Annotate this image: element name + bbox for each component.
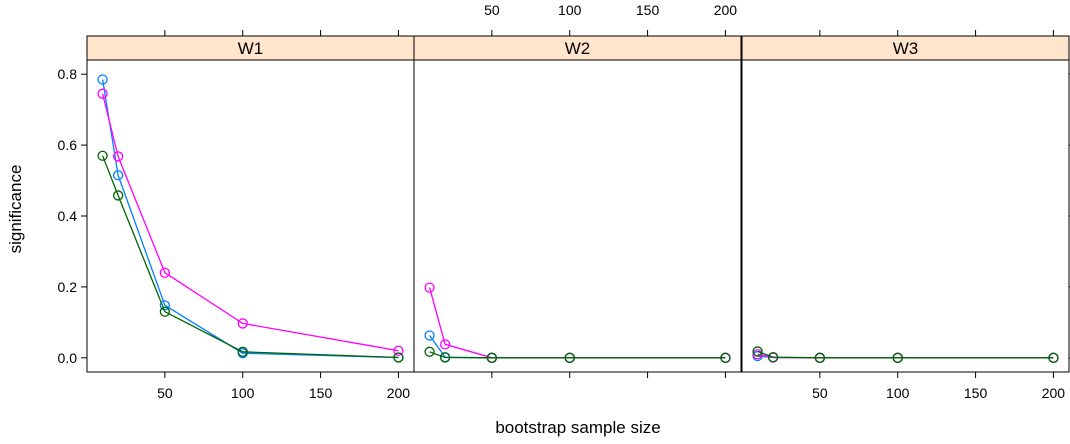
data-point <box>424 346 435 357</box>
data-point <box>393 352 404 363</box>
data-point <box>767 351 779 363</box>
x-tick-label: 150 <box>309 385 333 401</box>
series-line <box>101 93 399 352</box>
x-tick-label: 100 <box>886 385 910 401</box>
y-tick-label: 0.2 <box>58 279 78 295</box>
y-tick-label: 0.0 <box>58 350 78 366</box>
strip-label: W2 <box>565 39 591 58</box>
data-point <box>892 352 903 363</box>
strip-label: W1 <box>238 39 264 58</box>
data-point <box>237 318 248 329</box>
data-point <box>752 346 763 357</box>
series-line <box>101 79 399 359</box>
data-point <box>112 190 124 201</box>
panels-layer: W1 50 100 150 200 0.0 0.2 0.4 0.6 0.8 W2 50 100 150 20… <box>58 2 1070 401</box>
x-tick-label: 150 <box>964 385 988 401</box>
panel-w3: W3 50 100 150 200 <box>741 30 1070 401</box>
y-tick-label: 0.4 <box>58 208 78 224</box>
panel-w2: W2 50 100 150 200 <box>413 2 742 378</box>
data-point <box>1048 352 1059 363</box>
data-point <box>439 339 451 350</box>
data-point <box>424 330 435 341</box>
series-line <box>429 335 726 359</box>
data-point <box>159 306 171 317</box>
x-tick-label: 200 <box>387 385 411 401</box>
data-point <box>486 352 498 363</box>
x-tick-label: 50 <box>812 385 828 401</box>
x-tick-label: 50 <box>157 385 173 401</box>
y-axis-title: significance <box>6 165 25 254</box>
data-point <box>439 352 451 363</box>
y-tick-label: 0.8 <box>58 66 78 82</box>
data-point <box>159 267 171 278</box>
strip-background <box>741 35 1070 61</box>
strip-background <box>413 35 742 61</box>
data-point <box>564 352 575 363</box>
series-line <box>101 155 399 359</box>
data-point <box>720 352 731 363</box>
series-line <box>429 351 726 359</box>
data-point <box>97 150 108 161</box>
series-line <box>428 287 726 359</box>
series-line <box>757 350 1054 359</box>
panel-w1: W1 50 100 150 200 0.0 0.2 0.4 0.6 0.8 <box>58 30 415 401</box>
x-tick-label: 200 <box>1042 385 1066 401</box>
strip-background <box>86 35 415 61</box>
data-point <box>237 346 248 357</box>
x-tick-label: 150 <box>636 2 660 18</box>
data-point <box>424 282 435 293</box>
data-point <box>112 151 124 162</box>
strip-label: W3 <box>893 39 919 58</box>
y-tick-label: 0.6 <box>58 137 78 153</box>
data-point <box>97 88 108 99</box>
x-tick-label: 200 <box>714 2 738 18</box>
panel-frame <box>741 59 1070 373</box>
x-tick-label: 100 <box>231 385 255 401</box>
data-point <box>814 352 826 363</box>
data-point <box>752 349 763 360</box>
data-point <box>393 345 404 356</box>
data-point <box>159 300 171 311</box>
x-tick-label: 100 <box>558 2 582 18</box>
data-point <box>112 170 124 181</box>
x-tick-label: 50 <box>484 2 500 18</box>
panel-frame <box>413 59 742 373</box>
data-point <box>97 74 108 85</box>
x-axis-title: bootstrap sample size <box>495 418 660 437</box>
